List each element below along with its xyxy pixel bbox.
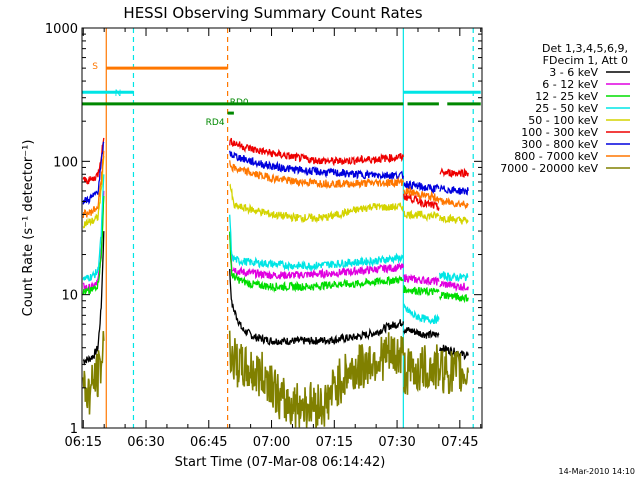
plot-frame	[81, 27, 483, 429]
state-bar-label: RD4	[206, 118, 225, 128]
series-line	[403, 185, 440, 204]
series-line	[229, 160, 404, 190]
series-line	[82, 195, 105, 295]
series-line	[403, 209, 440, 223]
series-line	[403, 273, 440, 286]
y-tick-label: 1000	[45, 22, 78, 37]
series-line	[439, 344, 469, 361]
series-line	[82, 174, 105, 282]
series-line	[82, 231, 105, 366]
series-line	[439, 213, 469, 225]
legend-label: 800 - 7000 keV	[514, 150, 598, 163]
legend-label: 100 - 300 keV	[521, 126, 598, 139]
vertical-markers	[105, 28, 474, 428]
x-tick-label: 07:30	[378, 435, 415, 450]
series-line	[229, 137, 404, 167]
series-line	[82, 155, 105, 229]
x-axis: 06:15 06:30 06:45 07:00 07:15 07:30 07:45	[65, 28, 482, 450]
y-axis: 1 10 100 1000	[45, 22, 482, 437]
series-line	[82, 150, 105, 218]
series-line	[403, 303, 440, 325]
x-tick-label: 07:15	[316, 435, 353, 450]
legend-label: 6 - 12 keV	[542, 78, 598, 91]
series-line	[229, 233, 404, 280]
legend-header: FDecim 1, Att 0	[543, 54, 628, 67]
legend-label: 12 - 25 keV	[535, 90, 598, 103]
series-line	[229, 231, 404, 294]
legend-label: 300 - 800 keV	[521, 138, 598, 151]
state-bar-label: N	[115, 89, 122, 99]
state-bar-label: S	[92, 62, 98, 72]
series-line	[403, 193, 440, 211]
legend-label: 7000 - 20000 keV	[500, 162, 598, 175]
series-line	[403, 180, 440, 195]
series-line	[439, 197, 469, 210]
x-tick-label: 06:30	[127, 435, 164, 450]
series-line	[229, 214, 404, 273]
legend-label: 3 - 6 keV	[549, 66, 598, 79]
y-tick-label: 10	[61, 289, 78, 304]
series-line	[228, 330, 405, 428]
x-axis-label: Start Time (07-Mar-08 06:14:42)	[175, 455, 386, 470]
x-tick-label: 07:45	[441, 435, 478, 450]
series-line	[82, 141, 105, 206]
series-line	[82, 137, 105, 185]
legend: Det 1,3,4,5,6,9,FDecim 1, Att 03 - 6 keV…	[500, 42, 630, 175]
series-line	[439, 167, 469, 178]
footer-timestamp: 14-Mar-2010 14:10	[559, 467, 636, 476]
series-line	[439, 280, 469, 293]
x-tick-label: 07:00	[253, 435, 290, 450]
state-bar-label: RD0	[230, 98, 249, 108]
state-bars: S N RD0 RD4	[82, 62, 481, 128]
series-line	[229, 183, 404, 224]
series-line	[439, 291, 469, 304]
series-line	[438, 350, 469, 395]
y-axis-label: Count Rate (s⁻¹ detector⁻¹)	[21, 140, 36, 317]
y-tick-label: 1	[70, 422, 78, 437]
series-layer	[82, 137, 469, 428]
series-line	[403, 344, 440, 395]
legend-header: Det 1,3,4,5,6,9,	[542, 42, 628, 55]
x-tick-label: 06:15	[65, 435, 102, 450]
series-line	[403, 327, 440, 339]
legend-label: 50 - 100 keV	[528, 114, 598, 127]
series-line	[82, 331, 105, 415]
series-line	[229, 268, 404, 346]
series-line	[403, 285, 440, 297]
y-tick-label: 100	[53, 155, 78, 170]
series-line	[229, 150, 404, 181]
legend-label: 25 - 50 keV	[535, 102, 598, 115]
x-tick-label: 06:45	[190, 435, 227, 450]
chart-title: HESSI Observing Summary Count Rates	[123, 4, 422, 22]
series-line	[439, 271, 469, 283]
series-line	[439, 184, 469, 196]
